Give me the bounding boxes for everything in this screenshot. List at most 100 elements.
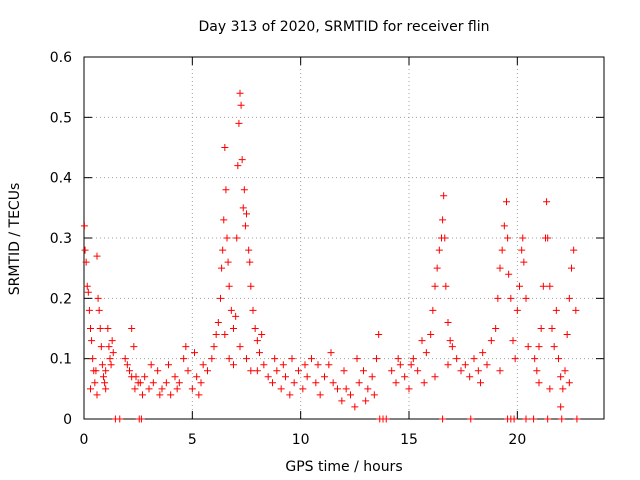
data-point: [97, 343, 105, 351]
data-point: [220, 216, 228, 224]
data-point: [230, 325, 237, 332]
data-point: [355, 379, 363, 387]
data-point: [88, 337, 96, 345]
data-point: [84, 288, 92, 296]
data-point: [535, 343, 543, 351]
data-point: [100, 373, 107, 381]
data-point: [290, 379, 298, 387]
data-point: [249, 306, 257, 314]
data-point: [427, 331, 435, 339]
data-point: [557, 403, 565, 411]
x-tick-label: 10: [292, 432, 310, 448]
data-point: [301, 361, 309, 369]
data-point: [269, 379, 276, 387]
data-point: [338, 397, 346, 405]
data-point: [563, 331, 571, 339]
data-point: [314, 361, 322, 369]
data-point: [442, 282, 450, 290]
data-point: [225, 355, 233, 363]
data-point: [128, 325, 136, 332]
data-point: [524, 343, 532, 351]
data-point: [537, 325, 545, 332]
data-point: [273, 367, 281, 375]
data-point: [546, 282, 554, 290]
data-point: [565, 294, 573, 302]
data-point: [87, 325, 94, 332]
data-point: [496, 367, 504, 375]
data-point: [522, 415, 530, 423]
data-point: [116, 415, 124, 423]
data-point: [347, 391, 354, 399]
data-point: [82, 258, 90, 266]
data-point: [440, 192, 448, 200]
data-point: [435, 246, 443, 254]
data-point: [467, 415, 475, 423]
data-point: [474, 367, 482, 375]
chart-title: Day 313 of 2020, SRMTID for receiver fli…: [199, 19, 490, 35]
data-point: [253, 367, 261, 375]
data-point: [483, 361, 491, 369]
data-point: [409, 355, 417, 363]
data-point: [360, 367, 367, 375]
data-point: [258, 331, 266, 339]
data-point: [368, 373, 376, 381]
data-point: [184, 367, 192, 375]
data-point: [558, 415, 566, 423]
data-point: [256, 349, 263, 357]
data-point: [325, 361, 333, 369]
data-point: [233, 234, 241, 242]
data-point: [175, 379, 183, 387]
data-point: [223, 234, 231, 242]
data-point: [559, 385, 567, 393]
data-point: [141, 373, 149, 381]
data-point: [308, 355, 315, 363]
data-point: [227, 306, 235, 314]
data-point: [288, 355, 296, 363]
data-point: [182, 343, 190, 351]
data-point: [533, 367, 541, 375]
data-point: [340, 367, 348, 375]
x-tick-label: 0: [80, 432, 89, 448]
data-point: [511, 355, 519, 363]
data-point: [388, 367, 396, 375]
data-point: [210, 343, 218, 351]
data-point: [218, 264, 226, 272]
data-point: [453, 355, 461, 363]
data-point: [235, 119, 243, 127]
data-point: [236, 89, 244, 97]
data-point: [80, 222, 88, 230]
data-point: [446, 337, 454, 345]
data-point: [431, 282, 439, 290]
data-point: [550, 343, 558, 351]
data-point: [555, 355, 562, 363]
data-point: [439, 216, 447, 224]
data-point: [329, 379, 337, 387]
data-point: [139, 391, 146, 399]
data-point: [89, 355, 97, 363]
data-point: [557, 373, 565, 381]
data-point: [253, 337, 261, 345]
data-point: [85, 306, 93, 314]
data-point: [230, 361, 237, 369]
y-tick-label: 0.3: [50, 231, 72, 247]
data-point: [544, 415, 552, 423]
data-point: [162, 379, 170, 387]
data-point: [126, 367, 133, 375]
data-point: [217, 294, 224, 302]
data-point: [96, 325, 104, 332]
x-tick-label: 15: [400, 432, 418, 448]
y-tick-label: 0.1: [50, 352, 72, 368]
data-point: [548, 325, 556, 332]
data-point: [81, 246, 89, 254]
data-point: [441, 234, 449, 242]
data-point: [180, 355, 188, 363]
data-point: [93, 252, 101, 260]
data-point: [370, 391, 378, 399]
data-point: [225, 282, 233, 290]
data-point: [570, 246, 578, 254]
data-point: [193, 373, 201, 381]
data-point: [131, 385, 139, 393]
data-point: [479, 349, 487, 357]
data-point: [158, 385, 166, 393]
